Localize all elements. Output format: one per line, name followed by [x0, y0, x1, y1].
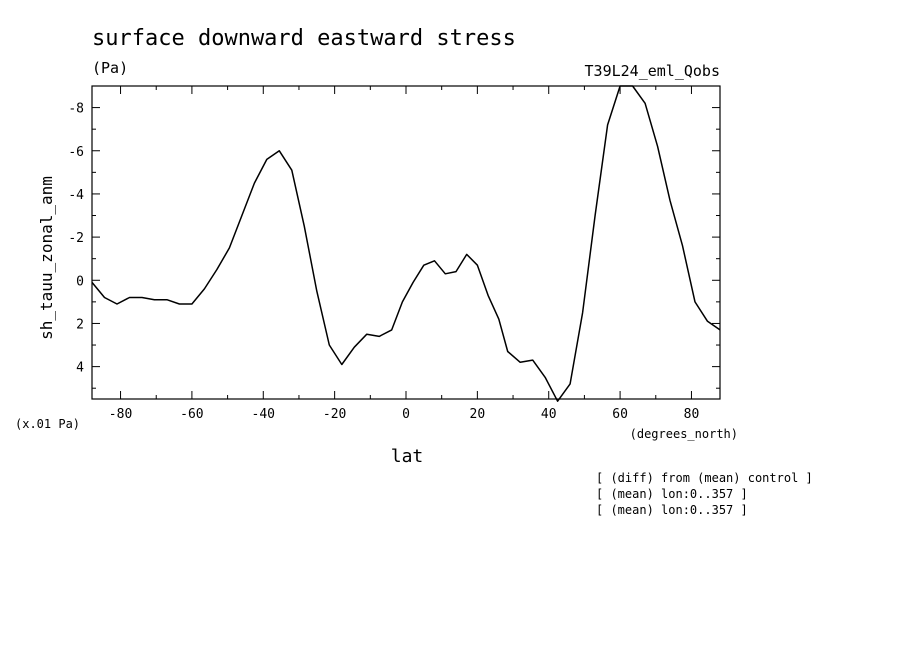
plot-frame	[91, 85, 721, 400]
series-line	[91, 85, 721, 402]
x-tick-label: -80	[109, 407, 132, 422]
x-tick-label: 0	[402, 407, 410, 422]
y-scale-note: (x.01 Pa)	[15, 417, 80, 431]
y-tick-label: -4	[68, 188, 84, 203]
x-tick-label: -40	[252, 407, 275, 422]
note-line-1: [ (diff) from (mean) control ]	[596, 471, 813, 485]
y-tick-label: -8	[68, 102, 84, 117]
y-tick-label: 0	[76, 274, 84, 289]
x-axis-units: (degrees_north)	[630, 427, 738, 441]
chart-units: (Pa)	[92, 59, 128, 77]
run-label: T39L24_eml_Qobs	[585, 62, 720, 80]
x-tick-label: -60	[180, 407, 203, 422]
y-tick-label: 4	[76, 361, 84, 376]
note-line-3: [ (mean) lon:0..357 ]	[596, 503, 748, 517]
y-tick-label: -6	[68, 145, 84, 160]
chart-title: surface downward eastward stress	[92, 26, 516, 51]
y-tick-label: -2	[68, 231, 84, 246]
x-tick-label: 80	[684, 407, 700, 422]
y-tick-label: 2	[76, 317, 84, 332]
x-tick-label: 40	[541, 407, 557, 422]
x-tick-label: 60	[612, 407, 628, 422]
x-axis-label: lat	[391, 446, 424, 467]
x-tick-label: 20	[470, 407, 486, 422]
x-tick-label: -20	[323, 407, 346, 422]
note-line-2: [ (mean) lon:0..357 ]	[596, 487, 748, 501]
y-axis-label: sh_tauu_zonal_anm	[37, 176, 56, 340]
